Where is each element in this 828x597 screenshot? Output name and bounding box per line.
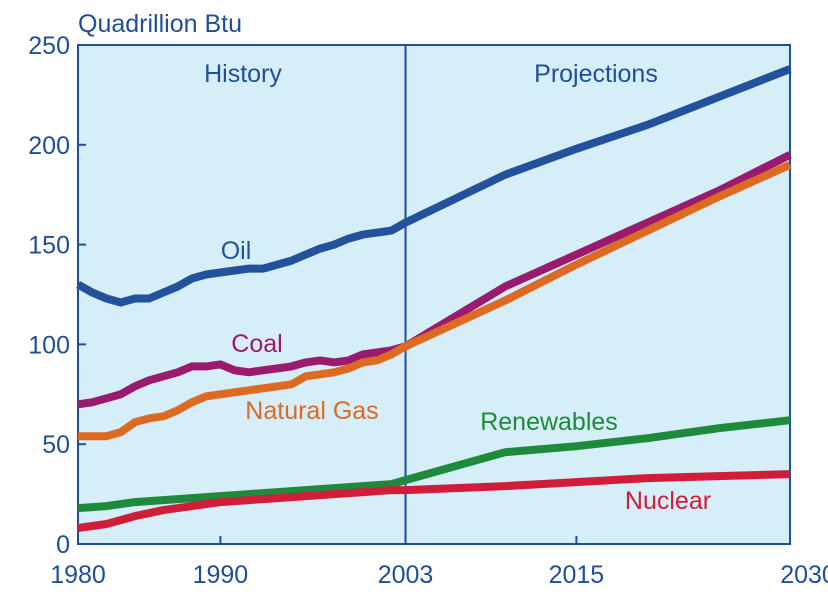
y-tick-label: 0 [56, 531, 70, 559]
series-line-renewables [77, 416, 791, 513]
series-line-coal [77, 151, 792, 409]
series-line-oil [76, 65, 792, 307]
x-tick-label: 2030 [780, 561, 828, 589]
history-region-label: History [204, 60, 282, 88]
series-label-natural-gas: Natural Gas [245, 397, 378, 425]
y-tick-label: 50 [42, 431, 70, 459]
projections-region-label: Projections [534, 60, 658, 88]
x-tick-label: 2015 [549, 561, 605, 589]
x-tick-label: 1990 [193, 561, 249, 589]
series-label-coal: Coal [231, 330, 282, 358]
plot-area [77, 44, 791, 545]
x-tick-label: 1980 [50, 561, 106, 589]
y-axis-unit-label: Quadrillion Btu [78, 10, 242, 38]
y-tick-label: 100 [28, 331, 70, 359]
y-tick-label: 150 [28, 232, 70, 260]
series-line-natural-gas [78, 161, 792, 441]
x-tick-label: 2003 [378, 561, 434, 589]
y-tick-label: 250 [28, 32, 70, 60]
series-label-nuclear: Nuclear [625, 487, 711, 515]
y-tick-label: 200 [28, 132, 70, 160]
series-label-renewables: Renewables [480, 408, 618, 436]
series-label-oil: Oil [221, 237, 252, 265]
series-line-nuclear [77, 470, 791, 532]
